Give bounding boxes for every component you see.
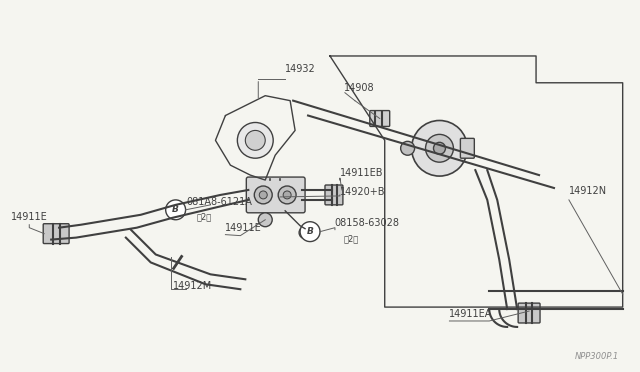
Circle shape [283, 191, 291, 199]
Text: （2）: （2） [196, 213, 212, 222]
Circle shape [299, 227, 311, 238]
Circle shape [401, 141, 415, 155]
Circle shape [433, 142, 445, 154]
FancyBboxPatch shape [460, 138, 474, 158]
Text: 14911EB: 14911EB [340, 168, 383, 178]
Circle shape [412, 121, 467, 176]
Text: 14912M: 14912M [173, 281, 212, 291]
Text: 14911E: 14911E [12, 212, 48, 222]
Text: 14932: 14932 [285, 64, 316, 74]
Circle shape [254, 186, 272, 204]
Text: 08158-63028: 08158-63028 [334, 218, 399, 228]
Circle shape [278, 186, 296, 204]
FancyBboxPatch shape [44, 224, 69, 244]
Text: 14911E: 14911E [225, 223, 262, 232]
Circle shape [259, 213, 272, 227]
FancyBboxPatch shape [246, 177, 305, 213]
Text: 14912N: 14912N [569, 186, 607, 196]
Circle shape [166, 200, 186, 220]
Text: B: B [307, 227, 314, 236]
Text: 081A8-6121A: 081A8-6121A [187, 197, 252, 207]
Text: 14920+B: 14920+B [340, 187, 385, 197]
Circle shape [237, 122, 273, 158]
FancyBboxPatch shape [518, 303, 540, 323]
Circle shape [259, 191, 268, 199]
Text: 14908: 14908 [344, 83, 374, 93]
Text: 14911EA: 14911EA [449, 309, 493, 319]
Circle shape [300, 222, 320, 241]
Text: B: B [172, 205, 179, 214]
Circle shape [426, 134, 453, 162]
Text: （2）: （2） [344, 235, 359, 244]
Text: NPP300P.1: NPP300P.1 [575, 352, 619, 361]
Circle shape [245, 131, 265, 150]
FancyBboxPatch shape [370, 110, 390, 126]
FancyBboxPatch shape [325, 185, 343, 205]
